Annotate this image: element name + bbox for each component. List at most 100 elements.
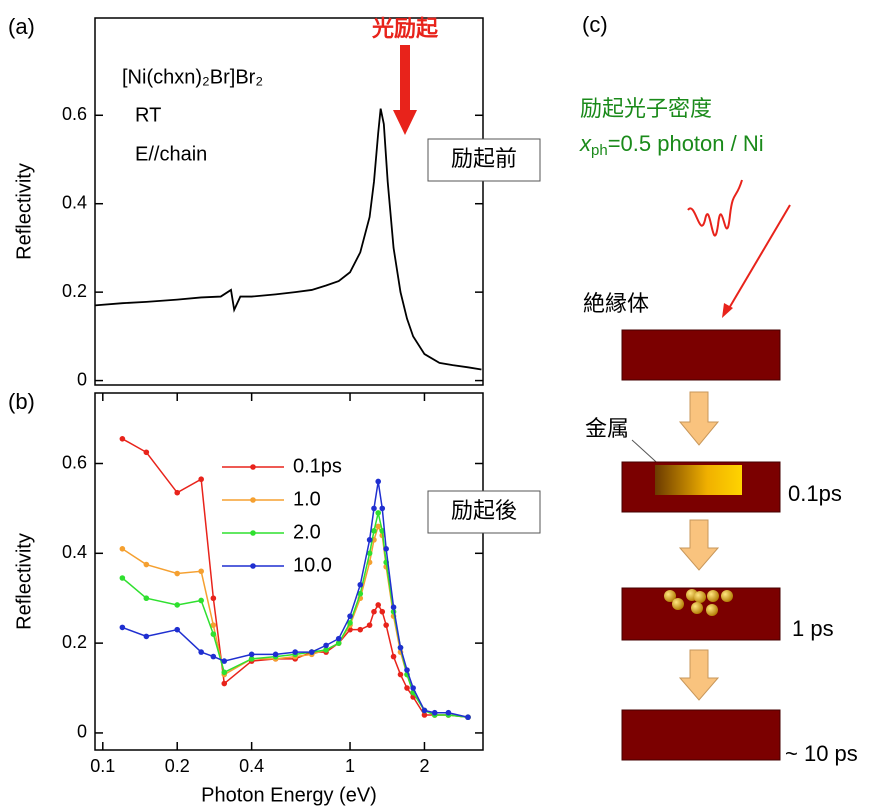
y-tick-label: 0.6 [62, 452, 87, 472]
data-point [397, 671, 404, 678]
legend-marker [250, 464, 256, 470]
photon-head [722, 303, 733, 318]
chart-b: 0 0.2 0.4 0.6 0.1 0.2 0.4 1 2 Reflectivity Photon … [8, 389, 541, 806]
legend-label: 2.0 [293, 521, 321, 543]
data-point [174, 602, 181, 608]
data-point [174, 570, 181, 577]
legend-marker [250, 563, 256, 569]
x-tick-label: 2 [419, 756, 429, 776]
plot-frame [94, 17, 484, 386]
data-point [210, 631, 217, 637]
density-value: xph=0.5 photon / Ni [579, 131, 764, 159]
diagram: (c) 励起光子密度 xph=0.5 photon / Ni 絶縁体 金属 0.… [579, 12, 858, 766]
data-point [308, 649, 315, 655]
state-label: 励起前 [451, 146, 517, 171]
temperature-label: RT [135, 104, 161, 126]
x-tick-label: 0.4 [239, 756, 264, 776]
density-subscript: ph [591, 142, 608, 159]
data-point [431, 709, 438, 716]
data-point [375, 602, 382, 608]
data-point [292, 649, 298, 655]
data-point [335, 635, 342, 642]
y-tick-label: 0.4 [62, 192, 87, 212]
data-point [357, 626, 364, 633]
x-tick-label: 1 [345, 756, 355, 776]
y-tick-label: 0 [77, 369, 87, 389]
photon-wave [687, 179, 743, 237]
x-axis-label: Photon Energy (eV) [201, 784, 377, 806]
data-point [248, 651, 255, 658]
step-arrow [678, 649, 720, 701]
data-point [375, 523, 382, 530]
data-point [390, 653, 397, 660]
y-tick-label: 0.6 [62, 104, 87, 124]
data-point [119, 575, 126, 581]
sample-10ps [621, 709, 781, 761]
data-point [410, 685, 416, 691]
data-point [366, 622, 373, 628]
density-number: =0.5 photon / Ni [608, 131, 764, 156]
chart-a: 0 0.2 0.4 0.6 Reflectivity (a) 励起前 光励起 [Ni(chxn)… [8, 14, 541, 389]
series-line [122, 438, 469, 718]
data-point [119, 546, 126, 552]
series-line [122, 481, 469, 718]
data-point [379, 608, 386, 615]
data-point [210, 622, 217, 628]
data-point [210, 595, 217, 602]
data-point [119, 436, 126, 442]
data-point [375, 510, 382, 516]
data-point [366, 537, 373, 543]
y-axis-label: Reflectivity [13, 533, 35, 630]
time-label: ~ 10 ps [785, 741, 858, 766]
data-point [347, 620, 353, 626]
sample-insulator [621, 329, 781, 381]
data-point [272, 651, 279, 658]
data-point [383, 546, 389, 552]
data-point [119, 624, 126, 631]
data-point [210, 653, 217, 660]
polarization-label: E//chain [135, 143, 207, 165]
data-point [174, 626, 181, 633]
pump-arrow-head [393, 110, 417, 135]
data-point [445, 709, 452, 716]
data-point [143, 633, 150, 640]
data-point [143, 595, 150, 602]
data-point [198, 568, 204, 575]
data-point [143, 561, 150, 568]
data-point [404, 685, 410, 691]
data-point [248, 656, 255, 662]
data-point [198, 649, 204, 655]
legend-label: 1.0 [293, 488, 321, 510]
data-point [390, 604, 397, 610]
legend-marker [250, 497, 256, 503]
data-point [174, 489, 181, 496]
y-tick-label: 0.2 [62, 632, 87, 652]
data-point [347, 613, 353, 619]
state-label: 励起後 [451, 498, 517, 523]
data-point [371, 608, 377, 615]
step-arrow [678, 519, 720, 571]
density-symbol: x [579, 131, 592, 156]
data-point [143, 449, 150, 456]
data-point [421, 712, 428, 718]
x-tick-label: 0.2 [165, 756, 190, 776]
data-point [198, 597, 204, 604]
data-point [335, 640, 342, 646]
data-point [357, 581, 364, 588]
series-line [121, 512, 469, 718]
data-point [383, 622, 389, 628]
data-point [323, 647, 329, 653]
data-point [221, 669, 228, 676]
data-point [357, 590, 364, 597]
data-point [221, 658, 228, 664]
state-box [427, 490, 541, 534]
density-title: 励起光子密度 [580, 96, 712, 121]
data-point [221, 680, 228, 687]
time-label: 1 ps [792, 616, 834, 641]
x-tick-label: 0.1 [90, 756, 115, 776]
insulator-label: 絶縁体 [583, 291, 649, 316]
legend-label: 10.0 [293, 554, 332, 576]
data-point [379, 505, 386, 512]
panel-label: (a) [8, 14, 35, 39]
data-point [404, 667, 410, 673]
